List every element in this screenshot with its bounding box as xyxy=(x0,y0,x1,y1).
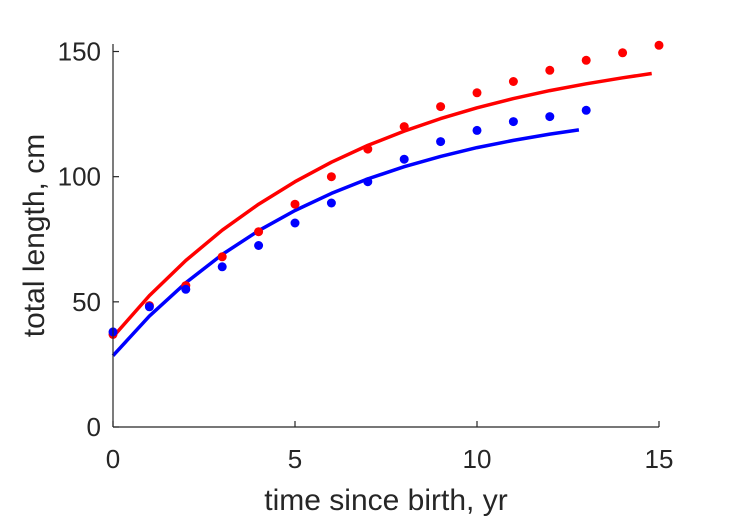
y-axis-label: total length, cm xyxy=(18,134,51,337)
fit-curve-2 xyxy=(111,71,652,339)
data-point-1-6 xyxy=(326,198,336,208)
data-point-1-3 xyxy=(217,262,227,272)
data-point-1-2 xyxy=(181,284,191,294)
data-point-0-11 xyxy=(508,77,518,86)
data-point-0-6 xyxy=(326,172,336,182)
data-point-1-1 xyxy=(144,302,154,312)
x-tick-label: 10 xyxy=(463,444,492,474)
data-point-1-12 xyxy=(545,112,555,122)
axes xyxy=(112,44,659,428)
data-point-0-8 xyxy=(399,122,409,132)
x-ticks: 0 5 10 15 xyxy=(106,421,674,474)
y-tick-label: 150 xyxy=(58,37,101,67)
data-point-0-4 xyxy=(254,227,264,237)
y-tick-label: 50 xyxy=(72,287,101,317)
data-point-0-13 xyxy=(581,55,591,65)
data-point-1-10 xyxy=(472,125,482,135)
y-ticks: 0 50 100 150 xyxy=(58,37,119,442)
y-tick-label: 100 xyxy=(58,162,101,192)
fit-curve-3 xyxy=(111,128,580,357)
x-tick-label: 15 xyxy=(645,444,674,474)
x-axis-label: time since birth, yr xyxy=(264,484,507,517)
x-tick-label: 5 xyxy=(288,444,302,474)
data-point-0-7 xyxy=(363,144,373,154)
data-point-1-13 xyxy=(581,105,591,115)
data-point-1-4 xyxy=(254,241,264,250)
data-point-0-12 xyxy=(545,65,555,75)
data-point-1-9 xyxy=(436,137,446,147)
data-point-0-10 xyxy=(472,88,482,98)
data-point-0-5 xyxy=(290,199,300,209)
data-point-1-7 xyxy=(363,177,373,187)
data-point-1-8 xyxy=(399,154,409,164)
data-point-0-14 xyxy=(618,48,628,58)
data-point-1-5 xyxy=(290,218,300,228)
x-tick-label: 0 xyxy=(106,444,120,474)
data-point-1-11 xyxy=(508,117,518,127)
y-tick-label: 0 xyxy=(87,412,101,442)
data-point-0-3 xyxy=(217,252,227,262)
plot-area xyxy=(108,40,664,357)
data-point-0-15 xyxy=(654,40,664,50)
data-point-0-9 xyxy=(436,102,446,112)
